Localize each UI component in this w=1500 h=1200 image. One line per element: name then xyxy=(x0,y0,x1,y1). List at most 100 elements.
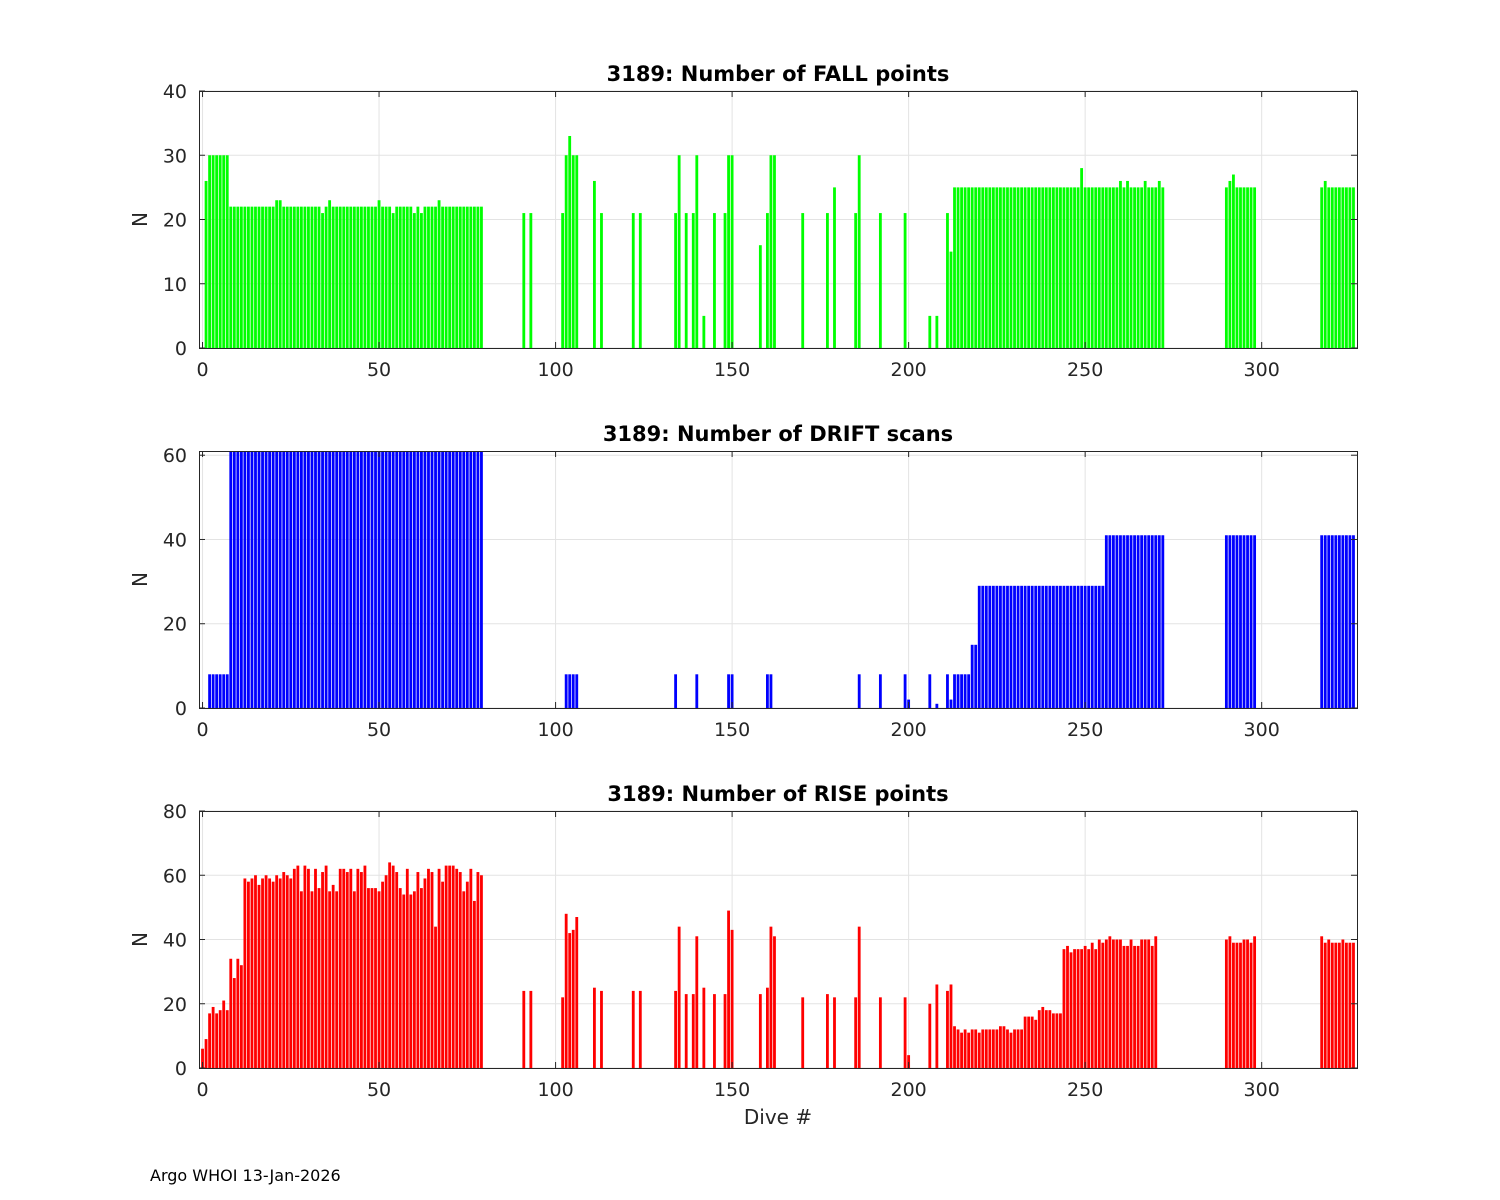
bar xyxy=(684,994,688,1068)
bar xyxy=(674,213,678,348)
bar xyxy=(999,1026,1002,1068)
bar xyxy=(1323,535,1327,708)
bar xyxy=(328,451,332,708)
bar xyxy=(335,451,339,708)
bar xyxy=(857,155,861,348)
bar xyxy=(1330,187,1334,349)
bar xyxy=(299,891,303,1068)
bar xyxy=(1055,1013,1059,1068)
bar xyxy=(981,187,985,349)
bar xyxy=(211,674,215,708)
bar xyxy=(338,451,342,708)
bar xyxy=(946,674,949,708)
bar xyxy=(381,451,384,708)
bar xyxy=(222,1000,226,1068)
bar xyxy=(1069,952,1073,1068)
bar xyxy=(254,875,257,1068)
bar xyxy=(1073,187,1076,349)
bar xyxy=(953,1026,956,1068)
bar xyxy=(769,926,773,1068)
bar xyxy=(1094,187,1098,349)
bar xyxy=(1136,535,1140,708)
bar xyxy=(398,206,402,348)
bar xyxy=(638,990,642,1068)
bar xyxy=(451,206,455,348)
bar xyxy=(310,206,314,348)
bar xyxy=(568,933,572,1068)
bar xyxy=(296,451,300,708)
bar xyxy=(278,200,282,348)
bar xyxy=(1323,942,1327,1068)
bar xyxy=(409,894,413,1068)
bar xyxy=(405,206,409,348)
bar xyxy=(1023,1016,1027,1068)
bar xyxy=(564,674,568,708)
bar xyxy=(296,865,300,1068)
bar xyxy=(292,451,296,708)
bar xyxy=(564,913,568,1068)
bar xyxy=(282,451,286,708)
bar xyxy=(1345,942,1348,1068)
bar xyxy=(289,451,293,708)
chart-title: 3189: Number of DRIFT scans xyxy=(603,422,953,446)
bar xyxy=(758,245,762,348)
bar xyxy=(1232,535,1235,708)
bar xyxy=(299,451,303,708)
bar xyxy=(1037,1010,1041,1068)
bar xyxy=(1143,939,1147,1068)
x-tick-label: 300 xyxy=(1244,359,1280,381)
bar xyxy=(1034,585,1038,708)
bar xyxy=(398,888,402,1068)
x-tick-label: 0 xyxy=(196,359,208,381)
bar xyxy=(363,865,367,1068)
bar xyxy=(949,251,953,349)
bar xyxy=(1097,585,1101,708)
bar xyxy=(575,674,579,708)
bar xyxy=(974,644,978,708)
bar xyxy=(984,1029,988,1068)
bar xyxy=(370,451,374,708)
bar xyxy=(561,213,565,348)
bar xyxy=(677,926,681,1068)
bar xyxy=(402,894,406,1068)
bar xyxy=(999,187,1002,349)
bar xyxy=(999,585,1002,708)
bar xyxy=(1330,942,1334,1068)
bar xyxy=(691,994,695,1068)
bar xyxy=(444,451,448,708)
bar xyxy=(1239,187,1242,349)
y-tick-label: 30 xyxy=(163,145,187,167)
bar xyxy=(1016,1029,1020,1068)
bar xyxy=(1020,585,1024,708)
bar xyxy=(684,213,688,348)
bar xyxy=(441,451,445,708)
x-tick-label: 300 xyxy=(1244,1079,1280,1101)
bar xyxy=(225,1010,229,1068)
bar xyxy=(444,865,448,1068)
bar xyxy=(1320,187,1324,349)
bar xyxy=(1224,939,1228,1068)
bar xyxy=(476,451,480,708)
bar xyxy=(1083,945,1087,1068)
bar xyxy=(967,674,971,708)
bar xyxy=(359,872,363,1068)
bar xyxy=(1006,1029,1009,1068)
bar xyxy=(1246,535,1249,708)
bar xyxy=(465,881,469,1068)
bar xyxy=(1051,187,1055,349)
bar xyxy=(977,585,981,708)
bar xyxy=(1027,585,1031,708)
bar xyxy=(963,674,967,708)
bar xyxy=(303,865,307,1068)
bar xyxy=(1016,585,1020,708)
y-tick-label: 60 xyxy=(163,445,187,467)
bar xyxy=(727,910,730,1068)
bar xyxy=(261,206,264,348)
bar xyxy=(243,206,247,348)
bar xyxy=(434,926,437,1068)
bar xyxy=(1062,187,1066,349)
bar xyxy=(437,868,441,1068)
bar xyxy=(314,451,317,708)
bar xyxy=(215,1013,219,1068)
bar xyxy=(268,206,272,348)
